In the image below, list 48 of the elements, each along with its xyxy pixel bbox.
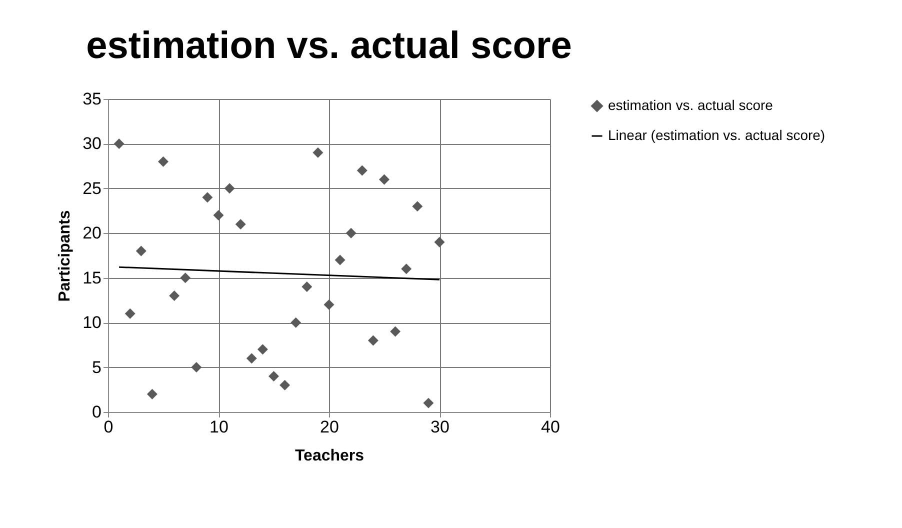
y-tick-label: 10 (82, 313, 102, 332)
point (346, 228, 356, 238)
point (158, 156, 168, 167)
point (379, 174, 390, 185)
legend-label: Linear (estimation vs. actual score) (608, 127, 826, 143)
point (434, 236, 445, 248)
point (390, 326, 401, 337)
point (302, 282, 312, 292)
y-tick-label: 25 (82, 178, 102, 198)
chart-title: estimation vs. actual score (86, 25, 572, 67)
y-tick-label: 30 (82, 134, 102, 154)
x-axis-title: Teachers (294, 448, 364, 464)
point (312, 147, 324, 158)
point (401, 264, 412, 274)
point (356, 165, 368, 176)
point (423, 398, 434, 408)
point (224, 183, 235, 194)
legend-label: estimation vs. actual score (608, 97, 774, 113)
point (324, 299, 334, 310)
x-tick-label: 10 (210, 418, 228, 436)
x-tick-label: 0 (104, 418, 114, 436)
point (412, 201, 423, 212)
point (235, 218, 246, 230)
point (136, 246, 146, 256)
point (114, 138, 124, 149)
point (246, 353, 257, 364)
point (191, 362, 202, 373)
point (202, 192, 213, 203)
y-tick-label: 5 (92, 358, 102, 377)
point (146, 388, 158, 400)
point (213, 210, 224, 220)
point (180, 272, 191, 284)
point (169, 290, 180, 301)
point (290, 317, 302, 328)
y-tick-label: 35 (82, 90, 102, 108)
x-tick-label: 20 (320, 418, 339, 436)
point (334, 254, 346, 266)
point (124, 308, 136, 319)
point (368, 335, 378, 346)
point (257, 344, 268, 355)
y-axis-title: Participants (56, 210, 74, 302)
y-tick-label: 20 (82, 224, 102, 243)
y-tick-label: 15 (82, 268, 102, 288)
x-tick-label: 30 (430, 418, 450, 436)
x-tick-label: 40 (541, 418, 560, 436)
point (280, 380, 290, 390)
y-tick-label: 0 (92, 402, 102, 422)
point (268, 370, 279, 382)
